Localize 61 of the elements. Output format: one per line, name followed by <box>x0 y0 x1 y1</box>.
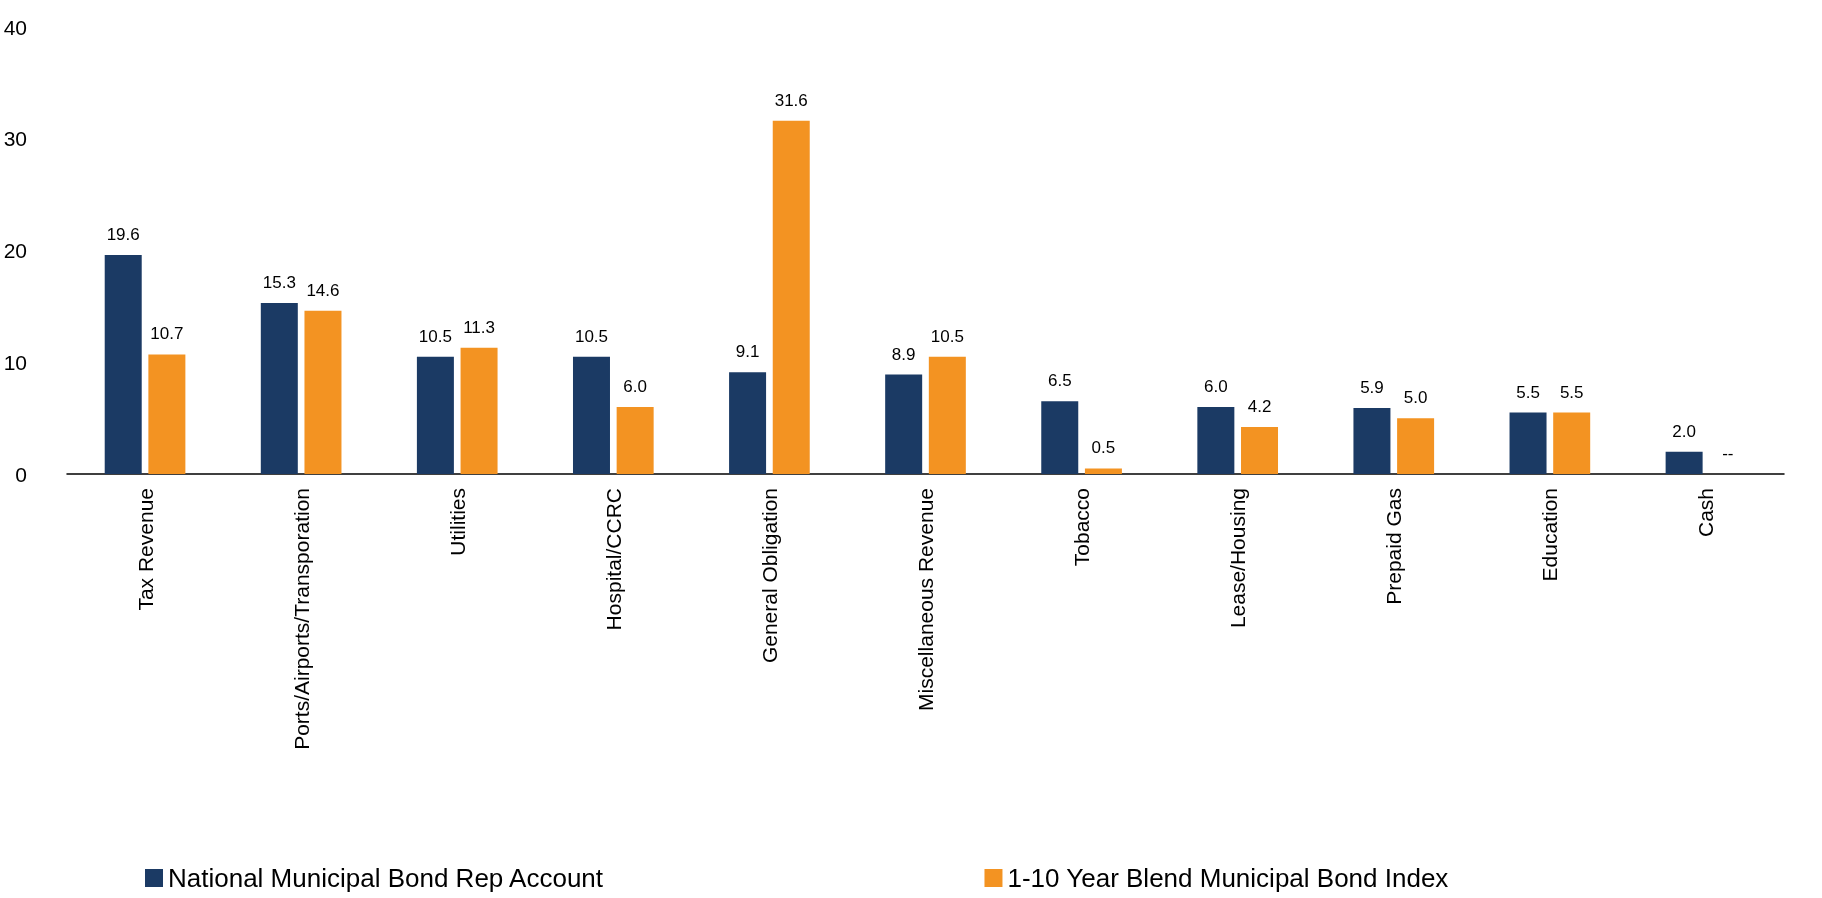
bar <box>616 406 654 474</box>
data-label: 11.3 <box>463 317 495 337</box>
bar <box>1553 412 1591 474</box>
data-label: 8.9 <box>891 344 916 364</box>
y-tick-label: 40 <box>3 15 27 39</box>
x-tick-label: Prepaid Gas <box>1382 488 1406 605</box>
x-tick-label: Lease/Housing <box>1226 488 1250 629</box>
bar <box>148 354 186 474</box>
bar <box>729 372 767 474</box>
x-tick-label: Utilities <box>445 488 469 556</box>
legend-label: National Municipal Bond Rep Account <box>168 863 604 893</box>
data-label: 6.0 <box>623 376 647 396</box>
y-tick-label: 0 <box>15 462 27 486</box>
bar <box>1041 401 1079 474</box>
y-tick-label: 20 <box>3 239 27 262</box>
bar <box>1353 408 1391 474</box>
data-label: 10.5 <box>574 326 609 346</box>
bar <box>572 356 610 474</box>
data-label: 4.2 <box>1247 397 1272 417</box>
x-tick-label: Tobacco <box>1070 488 1094 567</box>
x-tick-label: Miscellaneous Revenue <box>914 488 937 711</box>
x-tick-label: Ports/Airports/Transporation <box>289 488 313 750</box>
bar <box>416 356 454 474</box>
bar <box>1241 427 1279 474</box>
data-label: 5.9 <box>1360 378 1384 398</box>
bar <box>1509 412 1547 474</box>
x-tick-label: Tax Revenue <box>133 488 157 611</box>
bar <box>104 254 142 474</box>
bar <box>1665 451 1703 474</box>
data-label: 2.0 <box>1672 421 1696 441</box>
data-label: 6.5 <box>1047 371 1072 391</box>
data-label: 14.6 <box>306 280 340 300</box>
bar <box>928 356 966 474</box>
data-label: 10.5 <box>418 326 452 346</box>
bar <box>1084 468 1122 474</box>
bar <box>260 303 298 474</box>
data-label: 5.5 <box>1559 382 1584 402</box>
data-label: 10.5 <box>930 326 964 346</box>
y-tick-label: 30 <box>3 127 27 151</box>
bar <box>304 310 342 474</box>
data-label: 5.0 <box>1403 388 1428 408</box>
data-label: 9.1 <box>735 342 760 362</box>
y-tick-label: 10 <box>3 350 27 374</box>
data-label: 31.6 <box>774 90 808 110</box>
data-label: 6.0 <box>1204 376 1228 396</box>
x-tick-label: Cash <box>1694 488 1718 538</box>
data-label: 0.5 <box>1091 438 1116 458</box>
legend-label: 1-10 Year Blend Municipal Bond Index <box>1007 863 1449 893</box>
bar <box>1397 418 1435 474</box>
x-tick-label: Education <box>1538 488 1562 582</box>
x-tick-label: General Obligation <box>757 488 781 664</box>
data-label: 5.5 <box>1516 382 1540 402</box>
x-tick-label: Hospital/CCRC <box>601 488 625 631</box>
bar <box>1197 406 1235 474</box>
data-label: 19.6 <box>106 224 140 244</box>
text: -- <box>1722 444 1734 463</box>
bar <box>885 374 923 474</box>
data-label: 15.3 <box>262 273 296 293</box>
data-label: 10.7 <box>150 324 184 344</box>
bar <box>460 347 498 474</box>
bar <box>772 120 810 474</box>
